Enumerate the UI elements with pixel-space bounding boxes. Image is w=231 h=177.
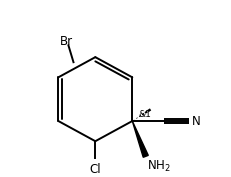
Text: Cl: Cl [90,163,101,176]
Text: Br: Br [60,35,73,48]
Polygon shape [132,121,148,157]
Text: N: N [192,115,201,127]
Text: NH$_2$: NH$_2$ [147,159,171,174]
Text: &1: &1 [138,110,151,119]
